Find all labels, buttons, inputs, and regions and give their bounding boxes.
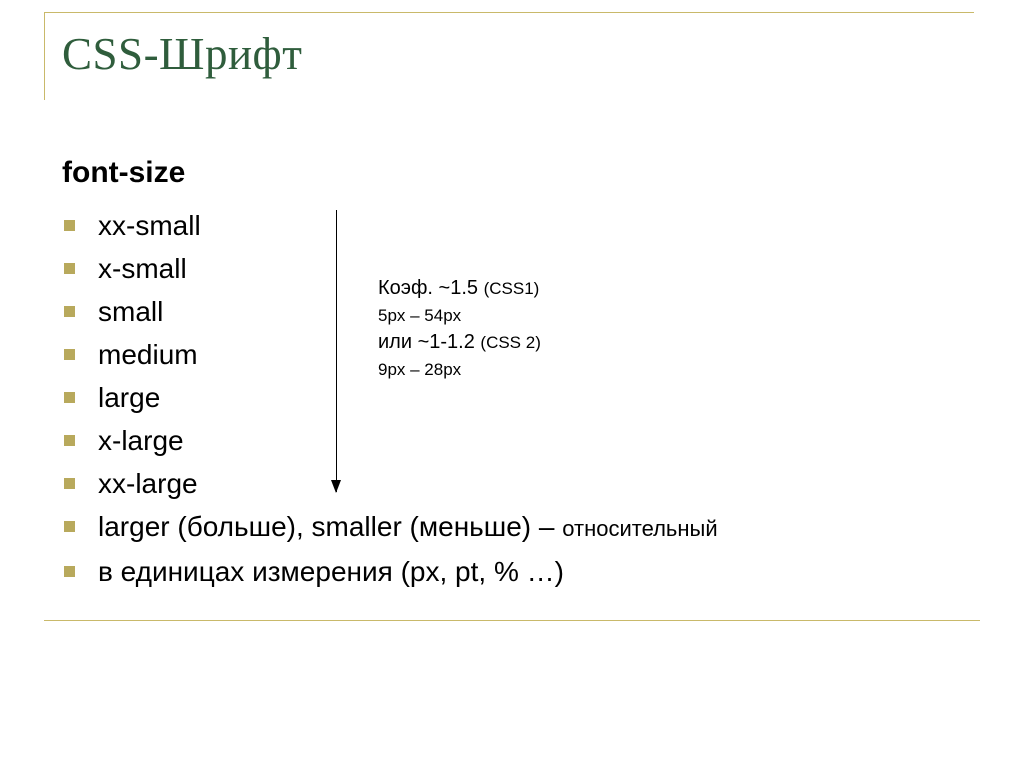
list-item: xx-large bbox=[62, 462, 962, 505]
bullet-list: xx-small x-small small medium large x-la… bbox=[62, 204, 962, 593]
list-item: xx-small bbox=[62, 204, 962, 247]
note-text: Коэф. ~1.5 bbox=[378, 277, 484, 299]
list-item-text: larger (больше), smaller (меньше) – bbox=[98, 511, 562, 542]
list-item: larger (больше), smaller (меньше) – отно… bbox=[62, 505, 962, 550]
list-item: в единицах измерения (px, pt, % …) bbox=[62, 550, 962, 593]
note-text: или ~1-1.2 bbox=[378, 331, 480, 353]
side-note: Коэф. ~1.5 (CSS1) 5px – 54px или ~1-1.2 … bbox=[378, 275, 541, 383]
down-arrow-icon bbox=[336, 210, 337, 492]
slide: CSS-Шрифт font-size xx-small x-small sma… bbox=[0, 0, 1024, 768]
frame-left-rule bbox=[44, 12, 45, 100]
note-small-text: (CSS 2) bbox=[480, 333, 540, 352]
note-line: 9px – 28px bbox=[378, 356, 541, 383]
list-item-small-text: относительный bbox=[562, 516, 717, 541]
note-line: Коэф. ~1.5 (CSS1) bbox=[378, 275, 541, 302]
section-heading: font-size bbox=[62, 156, 962, 190]
frame-top-rule bbox=[44, 12, 974, 13]
note-line: или ~1-1.2 (CSS 2) bbox=[378, 329, 541, 356]
list-item: x-large bbox=[62, 419, 962, 462]
slide-title: CSS-Шрифт bbox=[62, 28, 302, 80]
note-small-text: (CSS1) bbox=[484, 279, 540, 298]
bottom-rule bbox=[44, 620, 980, 621]
note-line: 5px – 54px bbox=[378, 302, 541, 329]
